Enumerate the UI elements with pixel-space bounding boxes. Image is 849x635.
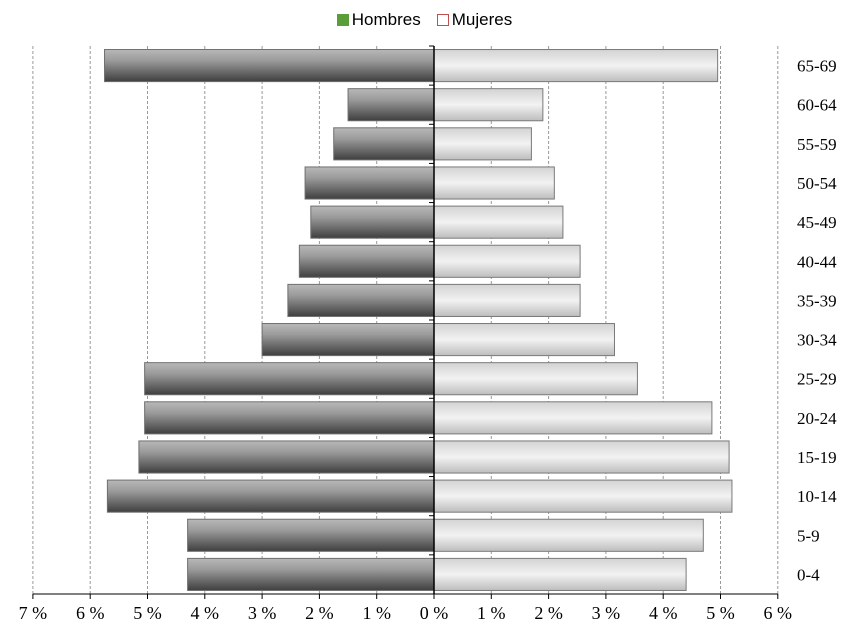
bar-mujeres-15-19 bbox=[433, 440, 730, 474]
category-label: 0-4 bbox=[797, 565, 820, 584]
bar-hombres-55-59 bbox=[333, 127, 435, 161]
legend-label: Mujeres bbox=[451, 10, 513, 29]
legend-item-mujeres: Mujeres bbox=[436, 10, 513, 30]
bar-hombres-0-4 bbox=[187, 557, 435, 591]
x-tick-label: 4 % bbox=[649, 603, 678, 623]
bar-hombres-15-19 bbox=[138, 440, 435, 474]
bar-mujeres-20-24 bbox=[433, 401, 713, 435]
category-label: 35-39 bbox=[797, 291, 837, 310]
x-tick-label: 6 % bbox=[76, 603, 105, 623]
bar-mujeres-10-14 bbox=[433, 479, 733, 513]
category-label: 20-24 bbox=[797, 409, 837, 428]
bar-mujeres-30-34 bbox=[433, 323, 615, 357]
category-label: 45-49 bbox=[797, 213, 837, 232]
bar-mujeres-65-69 bbox=[433, 49, 719, 83]
x-tick-label: 6 % bbox=[764, 603, 793, 623]
category-label: 40-44 bbox=[797, 252, 837, 271]
category-label: 50-54 bbox=[797, 174, 837, 193]
bar-mujeres-35-39 bbox=[433, 283, 581, 317]
x-tick-label: 2 % bbox=[305, 603, 334, 623]
category-label: 55-59 bbox=[797, 135, 837, 154]
bar-hombres-20-24 bbox=[144, 401, 435, 435]
legend-swatch-hombres bbox=[336, 14, 349, 26]
category-label: 30-34 bbox=[797, 331, 837, 350]
x-tick-label: 1 % bbox=[477, 603, 506, 623]
category-label: 65-69 bbox=[797, 57, 837, 76]
legend-label: Hombres bbox=[351, 10, 421, 29]
x-tick-label: 5 % bbox=[706, 603, 735, 623]
x-tick-label: 7 % bbox=[19, 603, 48, 623]
bar-hombres-5-9 bbox=[187, 518, 435, 552]
bar-hombres-60-64 bbox=[347, 88, 435, 122]
bar-mujeres-40-44 bbox=[433, 244, 581, 278]
x-tick-label: 4 % bbox=[191, 603, 220, 623]
bar-hombres-30-34 bbox=[261, 323, 435, 357]
x-tick-label: 2 % bbox=[534, 603, 563, 623]
category-label: 60-64 bbox=[797, 96, 837, 115]
bar-hombres-65-69 bbox=[104, 49, 435, 83]
bar-mujeres-45-49 bbox=[433, 205, 564, 239]
x-tick-label: 1 % bbox=[362, 603, 391, 623]
legend-swatch-mujeres bbox=[436, 14, 449, 26]
x-tick-label: 3 % bbox=[248, 603, 277, 623]
x-tick-label: 3 % bbox=[592, 603, 621, 623]
bar-mujeres-55-59 bbox=[433, 127, 532, 161]
category-label: 25-29 bbox=[797, 370, 837, 389]
x-tick-label: 5 % bbox=[133, 603, 162, 623]
bar-hombres-25-29 bbox=[144, 362, 435, 396]
bar-hombres-35-39 bbox=[287, 283, 435, 317]
bar-hombres-40-44 bbox=[298, 244, 435, 278]
category-label: 5-9 bbox=[797, 526, 820, 545]
chart-legend: Hombres Mujeres bbox=[0, 10, 849, 30]
bar-mujeres-50-54 bbox=[433, 166, 555, 200]
category-label: 15-19 bbox=[797, 448, 837, 467]
x-tick-label: 0 % bbox=[420, 603, 449, 623]
bar-hombres-45-49 bbox=[310, 205, 435, 239]
bar-mujeres-0-4 bbox=[433, 557, 687, 591]
bar-mujeres-5-9 bbox=[433, 518, 704, 552]
bar-hombres-50-54 bbox=[304, 166, 435, 200]
legend-item-hombres: Hombres bbox=[336, 10, 421, 30]
category-label: 10-14 bbox=[797, 487, 837, 506]
bar-hombres-10-14 bbox=[106, 479, 435, 513]
bar-mujeres-25-29 bbox=[433, 362, 638, 396]
bar-mujeres-60-64 bbox=[433, 88, 544, 122]
